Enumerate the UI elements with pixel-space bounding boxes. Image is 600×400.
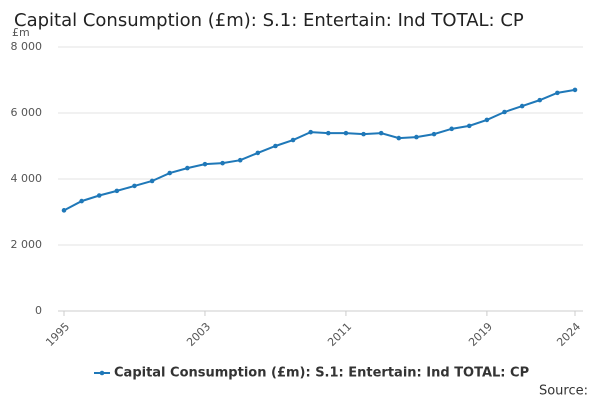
data-point [361,131,366,137]
y-tick-label: 0 [35,304,42,317]
data-point [273,143,278,149]
data-point [449,126,454,132]
data-point [255,150,261,156]
data-point [466,123,472,129]
data-point [343,130,349,136]
data-point [79,198,84,204]
data-point [414,134,419,140]
data-point [290,137,296,143]
data-point [132,183,137,189]
y-tick-label: 8 000 [11,40,43,53]
data-point [502,109,507,115]
x-tick-label: 1995 [43,320,72,349]
data-point [572,87,578,93]
data-point [220,160,225,166]
data-point [555,90,560,96]
x-tick-label: 2011 [325,320,354,349]
data-point [114,188,120,194]
data-point [149,178,155,184]
data-point [396,135,402,141]
data-point [237,157,243,163]
y-tick-label: 2 000 [11,238,43,251]
y-unit: £m [12,26,30,39]
data-point [167,170,173,176]
data-point [537,97,543,103]
x-tick-label: 2003 [184,320,213,349]
x-tick-label: 2024 [554,320,583,349]
data-point [519,103,525,109]
y-tick-label: 4 000 [11,172,43,185]
data-point [326,130,331,136]
data-point [484,117,490,123]
x-tick-label: 2019 [466,320,495,349]
data-point [61,208,67,213]
legend-marker [99,370,105,376]
data-point [185,165,190,171]
data-point [308,129,313,135]
data-point [96,193,102,198]
data-point [431,131,437,137]
data-point [378,130,384,136]
data-line [63,88,576,212]
data-point [202,161,208,167]
source: Source: [539,384,588,399]
legend-label: Capital Consumption (£m): S.1: Entertain… [114,366,529,381]
y-tick-label: 6 000 [11,106,43,119]
chart-title: Capital Consumption (£m): S.1: Entertain… [14,10,524,31]
